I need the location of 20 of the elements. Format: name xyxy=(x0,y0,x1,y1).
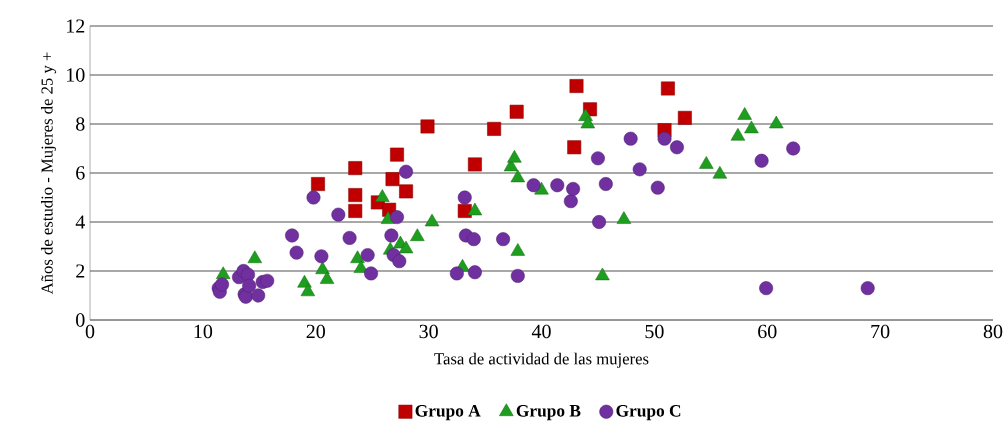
x-tick-label: 70 xyxy=(871,324,890,339)
y-tick-label: 8 xyxy=(76,117,85,131)
y-tick-label: 2 xyxy=(76,264,85,278)
x-tick-label: 50 xyxy=(645,324,664,339)
y-tick-label: 4 xyxy=(75,215,85,229)
x-tick-label: 40 xyxy=(531,324,551,339)
x-axis-title: Tasa de actividad de las mujeres xyxy=(434,352,649,368)
x-tick-label: 20 xyxy=(306,324,325,339)
legend-label: Grupo B xyxy=(516,404,581,421)
y-tick-label: 12 xyxy=(67,19,85,33)
x-tick-label: 80 xyxy=(983,324,1003,339)
x-tick-label: 60 xyxy=(758,324,777,339)
legend-label: Grupo A xyxy=(415,404,481,421)
y-tick-label: 6 xyxy=(76,166,85,180)
legend-label: Grupo C xyxy=(616,404,681,421)
y-axis-title: Años de estudio - Mujeres de 25 y + xyxy=(40,52,57,295)
x-tick-label: 30 xyxy=(419,324,438,339)
y-tick-label: 10 xyxy=(67,68,85,82)
x-tick-label: 10 xyxy=(194,324,213,339)
y-tick-label: 0 xyxy=(76,313,85,327)
